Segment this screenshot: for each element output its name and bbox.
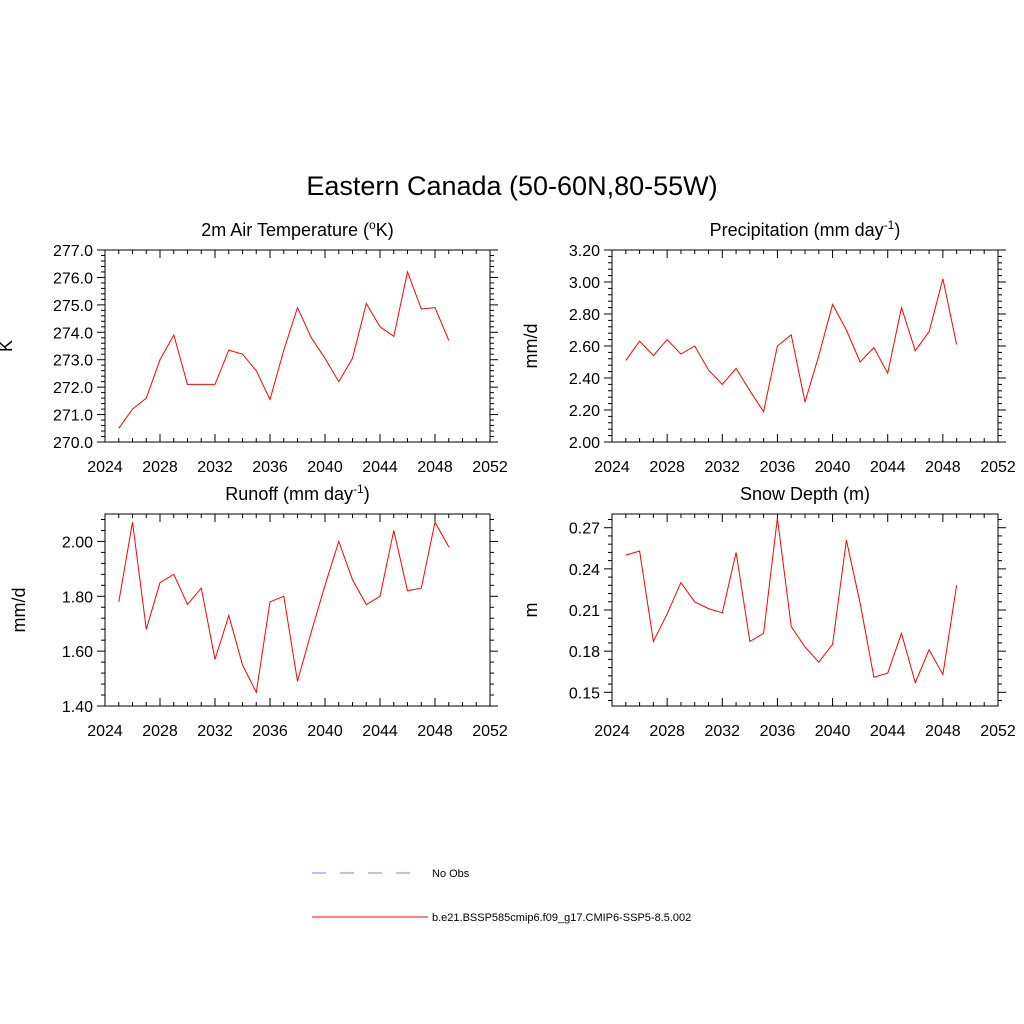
x-tick-label: 2036 xyxy=(252,459,288,476)
plot-frame xyxy=(611,249,999,443)
legend: No Obs b.e21.BSSP585cmip6.f09_g17.CMIP6-… xyxy=(312,868,691,924)
y-tick-label: 1.60 xyxy=(62,644,93,661)
x-tick-label: 2052 xyxy=(472,723,508,740)
y-tick-label: 3.00 xyxy=(569,275,600,292)
x-tick-label: 2040 xyxy=(307,459,343,476)
x-tick-label: 2032 xyxy=(704,459,740,476)
y-tick-label: 1.40 xyxy=(62,699,93,716)
y-tick-label: 2.40 xyxy=(569,371,600,388)
x-tick-label: 2028 xyxy=(142,723,178,740)
panel-title-text: ) xyxy=(894,220,900,240)
x-tick-label: 2044 xyxy=(870,723,906,740)
panel-title-text: K) xyxy=(376,220,394,240)
panel-title-superscript: -1 xyxy=(884,218,895,232)
x-tick-label: 2044 xyxy=(362,459,398,476)
panel-title: 2m Air Temperature (oK) xyxy=(201,218,393,240)
y-tick-label: 276.0 xyxy=(53,270,93,287)
x-tick-label: 2048 xyxy=(417,723,453,740)
panel-title: Snow Depth (m) xyxy=(740,484,870,504)
y-tick-label: 0.24 xyxy=(569,562,600,579)
y-axis-label: mm/d xyxy=(521,324,541,369)
x-tick-label: 2028 xyxy=(142,459,178,476)
panel-title-text: ) xyxy=(364,484,370,504)
y-axis-label: K xyxy=(0,340,16,352)
y-tick-label: 271.0 xyxy=(53,408,93,425)
panel-title: Precipitation (mm day-1) xyxy=(710,218,901,240)
chart-panel: 2024 2028 2032 2036 2040 2044 2048 2052 270.0 271… xyxy=(0,218,508,476)
x-tick-label: 2052 xyxy=(980,723,1016,740)
y-tick-label: 0.15 xyxy=(569,685,600,702)
panel-title: Runoff (mm day-1) xyxy=(225,482,369,504)
x-tick-label: 2024 xyxy=(87,459,123,476)
x-tick-label: 2032 xyxy=(704,723,740,740)
series-line xyxy=(625,518,958,685)
y-axis-label: mm/d xyxy=(9,588,29,633)
x-tick-label: 2048 xyxy=(925,459,961,476)
plot-frame xyxy=(104,513,491,707)
plot-frame xyxy=(611,513,999,707)
x-tick-label: 2024 xyxy=(594,723,630,740)
legend-model-label: b.e21.BSSP585cmip6.f09_g17.CMIP6-SSP5-8.… xyxy=(432,912,691,924)
y-tick-label: 0.21 xyxy=(569,603,600,620)
x-tick-label: 2032 xyxy=(197,723,233,740)
y-tick-label: 2.20 xyxy=(569,403,600,420)
chart-panel: 2024 2028 2032 2036 2040 2044 2048 2052 0.15 0.18… xyxy=(521,484,1016,740)
x-tick-label: 2052 xyxy=(980,459,1016,476)
x-tick-label: 2036 xyxy=(252,723,288,740)
x-tick-label: 2024 xyxy=(87,723,123,740)
series-line xyxy=(625,278,958,413)
x-tick-label: 2044 xyxy=(870,459,906,476)
x-tick-label: 2048 xyxy=(925,723,961,740)
y-tick-label: 272.0 xyxy=(53,380,93,397)
panel-title-superscript: -1 xyxy=(353,482,364,496)
y-tick-label: 2.00 xyxy=(62,534,93,551)
y-tick-label: 2.80 xyxy=(569,307,600,324)
x-tick-label: 2048 xyxy=(417,459,453,476)
y-tick-label: 0.27 xyxy=(569,521,600,538)
panel-title-text: 2m Air Temperature ( xyxy=(201,220,369,240)
x-tick-label: 2032 xyxy=(197,459,233,476)
legend-obs-label: No Obs xyxy=(432,868,470,880)
x-tick-label: 2052 xyxy=(472,459,508,476)
panel-title-text: Precipitation (mm day xyxy=(710,220,884,240)
x-tick-label: 2028 xyxy=(649,723,685,740)
y-tick-label: 1.80 xyxy=(62,589,93,606)
panel-title-text: Runoff (mm day xyxy=(225,484,353,504)
y-axis-label: m xyxy=(521,603,541,618)
x-tick-label: 2036 xyxy=(760,723,796,740)
series-line xyxy=(118,270,450,429)
y-tick-label: 270.0 xyxy=(53,435,93,452)
chart-panel: 2024 2028 2032 2036 2040 2044 2048 2052 1.40 1.60… xyxy=(9,482,508,740)
y-tick-label: 273.0 xyxy=(53,353,93,370)
y-tick-label: 2.00 xyxy=(569,435,600,452)
panel-title-text: Snow Depth (m) xyxy=(740,484,870,504)
x-tick-label: 2044 xyxy=(362,723,398,740)
figure-title: Eastern Canada (50-60N,80-55W) xyxy=(306,171,717,201)
y-tick-label: 3.20 xyxy=(569,243,600,260)
x-tick-label: 2040 xyxy=(815,459,851,476)
x-tick-label: 2040 xyxy=(307,723,343,740)
panels: 2024 2028 2032 2036 2040 2044 2048 2052 270.0 271… xyxy=(0,218,1016,740)
chart-panel: 2024 2028 2032 2036 2040 2044 2048 2052 2.00 2.20… xyxy=(521,218,1016,476)
x-tick-label: 2036 xyxy=(760,459,796,476)
y-tick-label: 2.60 xyxy=(569,339,600,356)
x-tick-label: 2028 xyxy=(649,459,685,476)
y-tick-label: 277.0 xyxy=(53,243,93,260)
panel-title-superscript: o xyxy=(369,218,376,232)
series-line xyxy=(118,520,450,694)
x-tick-label: 2024 xyxy=(594,459,630,476)
plot-frame xyxy=(104,249,491,443)
y-tick-label: 274.0 xyxy=(53,325,93,342)
y-tick-label: 275.0 xyxy=(53,298,93,315)
y-tick-label: 0.18 xyxy=(569,644,600,661)
x-tick-label: 2040 xyxy=(815,723,851,740)
